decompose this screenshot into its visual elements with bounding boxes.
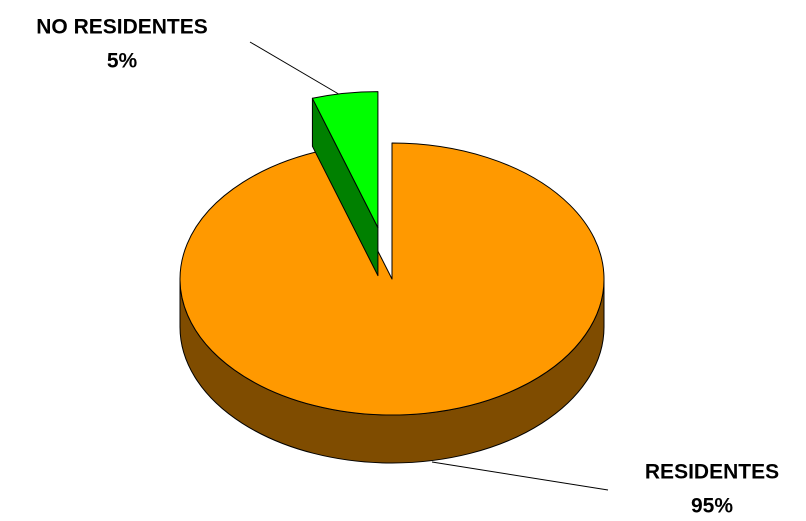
slice-value-label: 95% — [691, 495, 733, 518]
leader-line — [249, 41, 343, 97]
slice-label: NO RESIDENTES — [36, 16, 208, 39]
leader-line — [431, 461, 609, 491]
pie — [179, 91, 605, 464]
slice-label: RESIDENTES — [645, 461, 779, 484]
slice — [311, 91, 379, 229]
slice-value-label: 5% — [107, 50, 138, 73]
slice — [179, 142, 605, 416]
